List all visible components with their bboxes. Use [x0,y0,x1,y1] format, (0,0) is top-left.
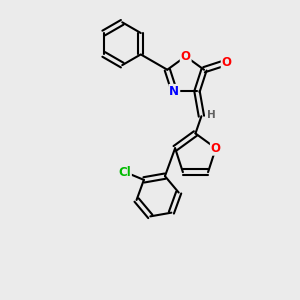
Text: N: N [169,85,179,98]
Text: Cl: Cl [118,166,131,179]
Text: O: O [222,56,232,69]
Text: H: H [207,110,216,120]
Text: O: O [181,50,191,63]
Text: O: O [211,142,221,155]
